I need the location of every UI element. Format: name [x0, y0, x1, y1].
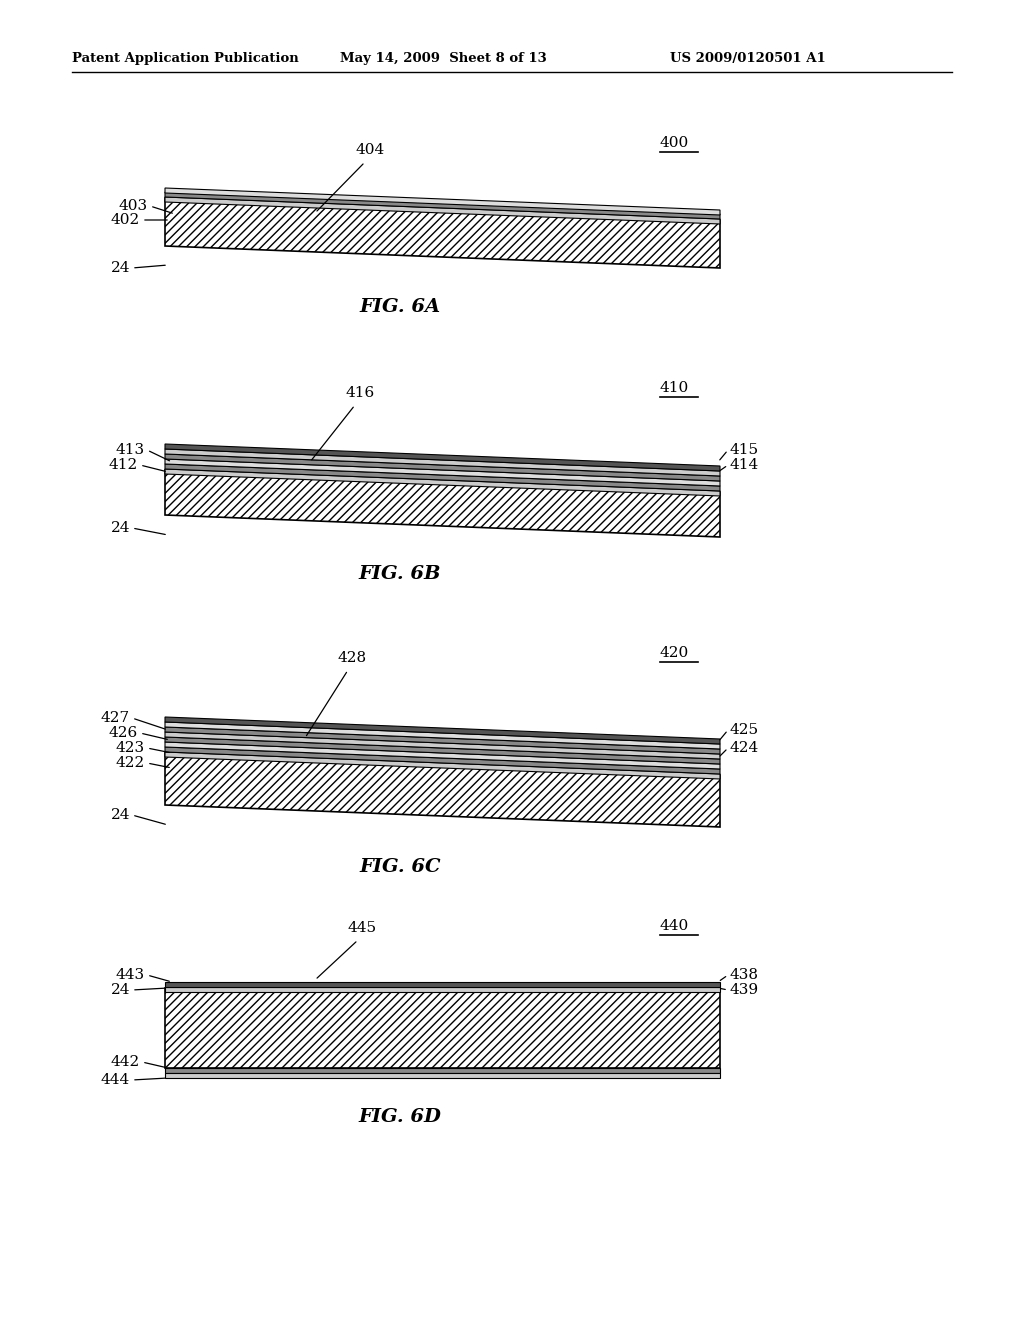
Text: 400: 400 — [660, 136, 689, 150]
Text: 428: 428 — [338, 651, 368, 665]
Text: May 14, 2009  Sheet 8 of 13: May 14, 2009 Sheet 8 of 13 — [340, 51, 547, 65]
Text: 24: 24 — [111, 983, 130, 997]
Text: 444: 444 — [100, 1073, 130, 1086]
Polygon shape — [165, 733, 720, 759]
Polygon shape — [165, 987, 720, 993]
Text: 416: 416 — [345, 385, 374, 400]
Polygon shape — [165, 752, 720, 779]
Text: 424: 424 — [730, 741, 759, 755]
Text: FIG. 6A: FIG. 6A — [359, 298, 440, 315]
Polygon shape — [165, 747, 720, 774]
Text: 413: 413 — [116, 444, 145, 457]
Polygon shape — [165, 459, 720, 486]
Polygon shape — [165, 717, 720, 744]
Polygon shape — [165, 1068, 720, 1073]
Text: 443: 443 — [116, 968, 145, 982]
Polygon shape — [165, 737, 720, 764]
Text: 420: 420 — [660, 645, 689, 660]
Polygon shape — [165, 465, 720, 491]
Text: US 2009/0120501 A1: US 2009/0120501 A1 — [670, 51, 825, 65]
Polygon shape — [165, 198, 720, 268]
Text: 410: 410 — [660, 381, 689, 395]
Text: 402: 402 — [111, 213, 140, 227]
Text: FIG. 6C: FIG. 6C — [359, 858, 440, 876]
Polygon shape — [165, 470, 720, 537]
Text: 442: 442 — [111, 1055, 140, 1069]
Text: 414: 414 — [730, 458, 759, 473]
Text: 427: 427 — [101, 711, 130, 725]
Text: 403: 403 — [119, 199, 148, 213]
Polygon shape — [165, 454, 720, 480]
Text: 439: 439 — [730, 983, 759, 997]
Text: 415: 415 — [730, 444, 759, 457]
Text: 440: 440 — [660, 919, 689, 933]
Text: 412: 412 — [109, 458, 138, 473]
Text: 425: 425 — [730, 723, 759, 737]
Polygon shape — [165, 982, 720, 987]
Text: 423: 423 — [116, 741, 145, 755]
Text: FIG. 6D: FIG. 6D — [358, 1107, 441, 1126]
Text: FIG. 6B: FIG. 6B — [358, 565, 441, 583]
Polygon shape — [165, 987, 720, 1068]
Polygon shape — [165, 752, 720, 828]
Text: 426: 426 — [109, 726, 138, 741]
Text: 24: 24 — [111, 261, 130, 275]
Polygon shape — [165, 197, 720, 224]
Polygon shape — [165, 1073, 720, 1078]
Polygon shape — [165, 727, 720, 754]
Text: 24: 24 — [111, 808, 130, 822]
Text: 422: 422 — [116, 756, 145, 770]
Polygon shape — [165, 191, 720, 219]
Polygon shape — [165, 444, 720, 471]
Polygon shape — [165, 469, 720, 496]
Polygon shape — [165, 187, 720, 215]
Text: 445: 445 — [348, 921, 377, 935]
Polygon shape — [165, 449, 720, 477]
Polygon shape — [165, 722, 720, 748]
Text: 24: 24 — [111, 521, 130, 535]
Text: Patent Application Publication: Patent Application Publication — [72, 51, 299, 65]
Text: 438: 438 — [730, 968, 759, 982]
Polygon shape — [165, 742, 720, 770]
Text: 404: 404 — [355, 143, 384, 157]
